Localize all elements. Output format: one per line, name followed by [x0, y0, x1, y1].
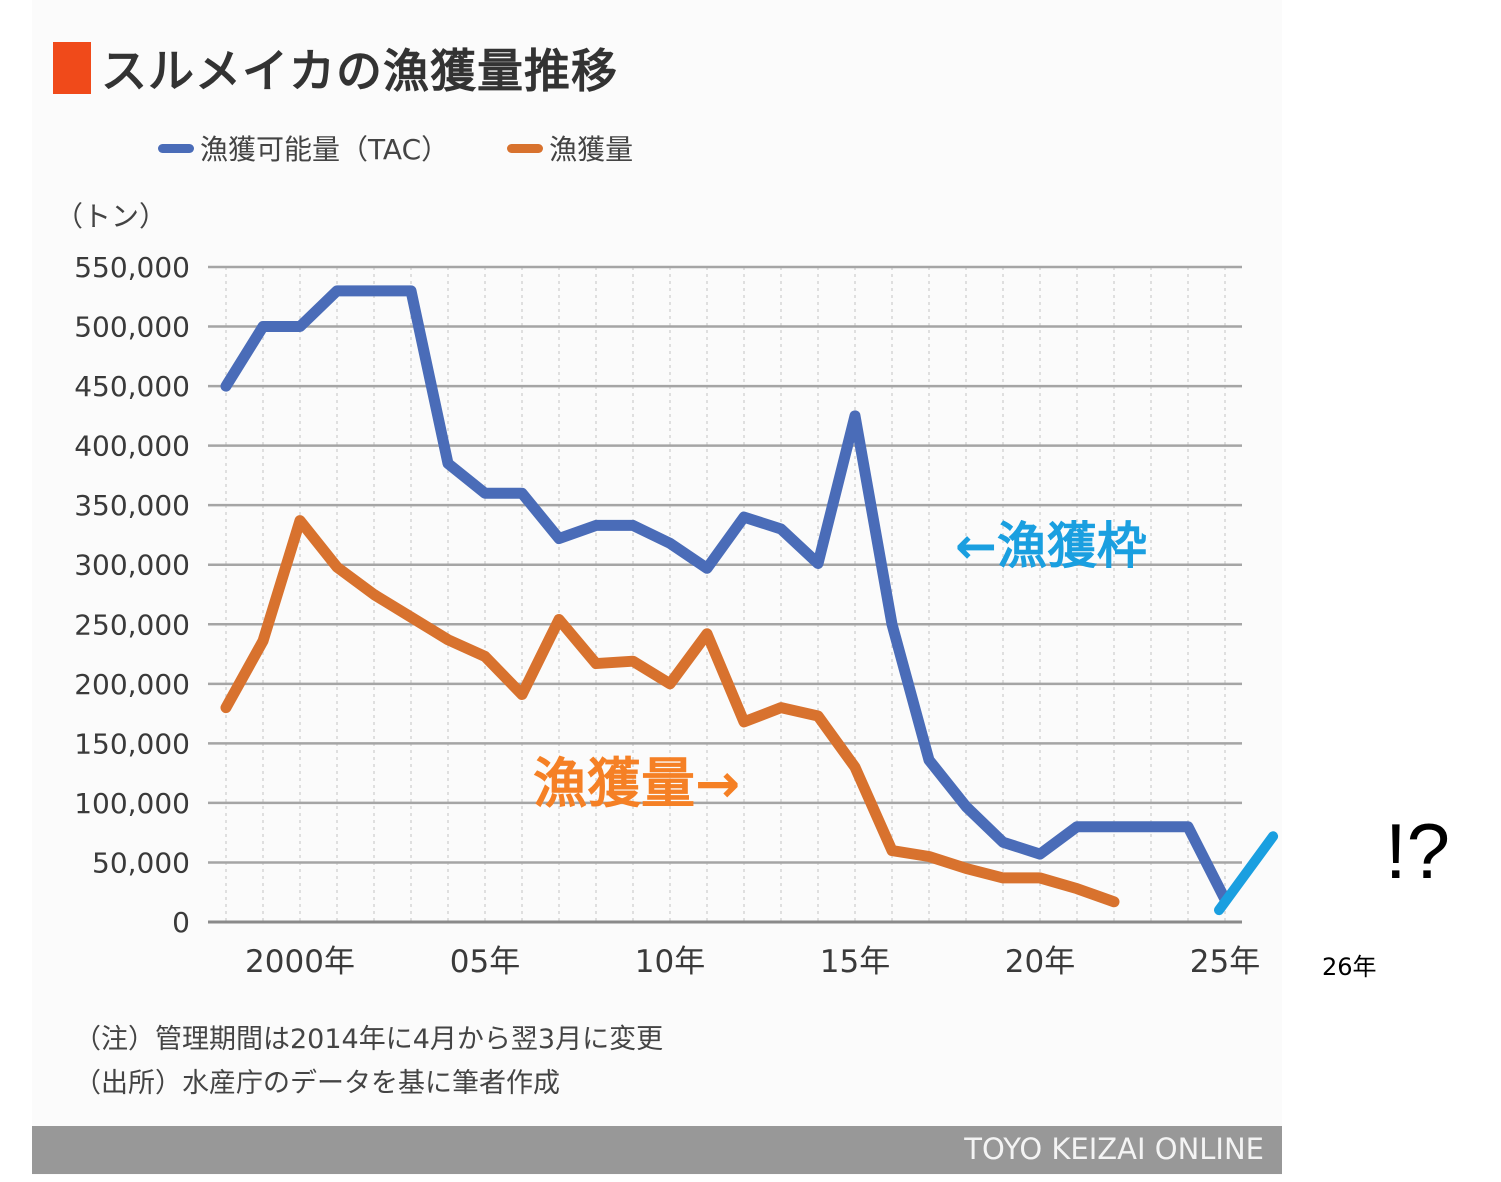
y-tick-label: 50,000	[92, 846, 190, 879]
legend-swatch-tac	[158, 143, 194, 153]
legend: 漁獲可能量（TAC） 漁獲量	[158, 128, 691, 168]
annotations: ←漁獲枠 漁獲量→ 26年 !?	[533, 517, 1450, 981]
series-lines	[220, 285, 1231, 908]
y-tick-label: 0	[172, 906, 190, 939]
series-line-tac	[220, 285, 1231, 905]
y-tick-label: 200,000	[74, 668, 190, 701]
y-axis-ticks: 0 50,000 100,000 150,000 200,000 250,000 300,0…	[74, 251, 190, 939]
legend-label-catch: 漁獲量	[549, 133, 634, 166]
x-tick-label: 25年	[1190, 944, 1260, 980]
x-tick-label: 2000年	[245, 944, 355, 980]
y-tick-label: 100,000	[74, 787, 190, 820]
annotation-exclaim: !?	[1385, 807, 1450, 895]
chart-title: スルメイカの漁獲量推移	[101, 44, 618, 98]
chart-notes: （注）管理期間は2014年に4月から翌3月に変更 （出所）水産庁のデータを基に筆…	[74, 1018, 663, 1106]
note-source: （出所）水産庁のデータを基に筆者作成	[74, 1068, 560, 1099]
y-tick-label: 150,000	[74, 727, 190, 760]
y-tick-label: 450,000	[74, 370, 190, 403]
annotation-catch-label: 漁獲量→	[533, 752, 740, 815]
legend-label-tac: 漁獲可能量（TAC）	[200, 133, 450, 166]
x-tick-label: 15年	[820, 944, 890, 980]
y-tick-label: 400,000	[74, 430, 190, 463]
series-line-catch	[220, 515, 1120, 908]
legend-item-catch: 漁獲量	[507, 128, 633, 168]
y-tick-label: 500,000	[74, 311, 190, 344]
x-tick-label: 05年	[450, 944, 520, 980]
x-tick-label: 20年	[1005, 944, 1075, 980]
x-axis-ticks: 2000年 05年 10年 15年 20年 25年	[245, 944, 1260, 980]
y-tick-label: 350,000	[74, 489, 190, 522]
x-tick-label: 10年	[635, 944, 705, 980]
chart-panel	[32, 0, 1282, 1175]
y-axis-unit-label: （トン）	[55, 200, 168, 233]
annotation-tac-label: ←漁獲枠	[955, 517, 1147, 575]
y-tick-label: 300,000	[74, 549, 190, 582]
annotation-projection-line	[1214, 831, 1279, 916]
y-tick-label: 250,000	[74, 608, 190, 641]
chart-title-block: スルメイカの漁獲量推移	[53, 38, 618, 98]
title-marker-square	[53, 42, 91, 94]
legend-item-tac: 漁獲可能量（TAC）	[158, 128, 449, 168]
y-tick-label: 550,000	[74, 251, 190, 284]
footer-bar: TOYO KEIZAI ONLINE	[32, 1126, 1282, 1174]
x-tick-label-26: 26年	[1322, 953, 1377, 981]
note-management-period: （注）管理期間は2014年に4月から翌3月に変更	[74, 1024, 664, 1055]
legend-swatch-catch	[507, 143, 544, 153]
footer-brand: TOYO KEIZAI ONLINE	[964, 1132, 1264, 1166]
